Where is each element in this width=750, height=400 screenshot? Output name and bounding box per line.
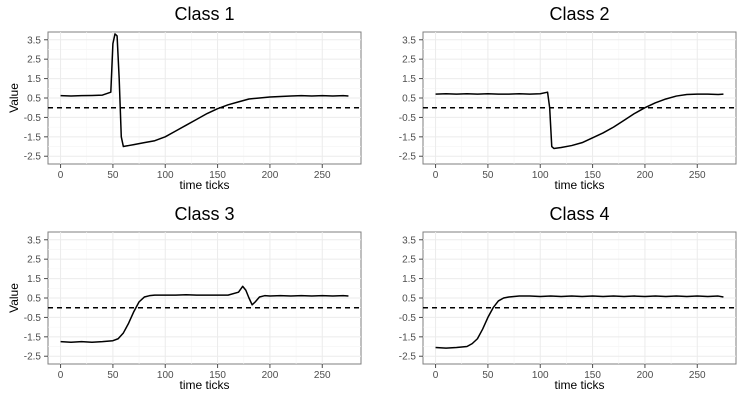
x-tick-label: 250 [314,170,331,181]
y-tick-label: 3.5 [27,235,41,246]
y-tick-label: -1.5 [399,332,417,343]
y-tick-label: 0.5 [27,294,41,305]
x-tick-label: 50 [482,170,494,181]
y-tick-label: 3.5 [27,35,41,46]
x-tick-label: 150 [209,370,226,381]
series-line [435,91,724,150]
x-tick-label: 250 [314,370,331,381]
panel-title: Class 2 [549,4,609,24]
x-tick-label: 200 [637,370,654,381]
y-tick-label: 2.5 [27,55,41,66]
panel-4: Class 4 0 50 100 150 200 250 3.5 2.5 1.5 0.5 -0.5 -1… [399,204,737,392]
y-tick-label: 2.5 [27,255,41,266]
y-tick-label: 2.5 [402,255,416,266]
x-axis-title: time ticks [179,178,229,192]
y-tick-label: -1.5 [24,332,42,343]
y-tick-label: -1.5 [399,132,417,143]
x-tick-label: 250 [689,370,706,381]
y-tick-label: 1.5 [27,274,41,285]
x-tick-label: 0 [433,370,439,381]
y-tick-label: -0.5 [399,113,417,124]
x-tick-label: 100 [532,370,549,381]
x-tick-label: 50 [482,370,494,381]
panel-2: Class 2 0 50 100 150 200 250 3.5 2.5 1.5 0.5 -0.5 -1… [399,4,737,192]
x-tick-label: 0 [58,170,64,181]
x-tick-label: 250 [689,170,706,181]
series-line [435,295,724,349]
x-tick-label: 50 [107,370,119,381]
y-tick-label: 1.5 [27,74,41,85]
x-tick-label: 150 [209,170,226,181]
x-tick-label: 200 [262,170,279,181]
y-tick-label: 2.5 [402,55,416,66]
x-axis-title: time ticks [554,178,604,192]
y-axis-title: Value [7,283,21,313]
series-line [60,33,349,148]
y-tick-label: -0.5 [24,313,42,324]
x-tick-label: 100 [532,170,549,181]
y-tick-label: -1.5 [24,132,42,143]
x-tick-label: 100 [157,170,174,181]
y-tick-label: 0.5 [402,294,416,305]
y-tick-label: 3.5 [402,35,416,46]
y-tick-label: -2.5 [399,152,417,163]
panel-title: Class 4 [549,204,609,224]
x-tick-label: 200 [262,370,279,381]
x-tick-label: 200 [637,170,654,181]
x-tick-label: 150 [584,170,601,181]
y-tick-label: -2.5 [399,352,417,363]
x-tick-label: 100 [157,370,174,381]
x-tick-label: 50 [107,170,119,181]
x-tick-label: 0 [433,170,439,181]
x-tick-label: 0 [58,370,64,381]
panel-title: Class 3 [174,204,234,224]
panel-1: Class 1 0 50 100 150 200 250 3.5 2.5 1.5 0.5 -0.5 -1… [7,4,362,192]
y-tick-label: 0.5 [402,94,416,105]
x-axis-title: time ticks [179,378,229,392]
panel-3: Class 3 0 50 100 150 200 250 3.5 2.5 1.5 0.5 -0.5 -1… [7,204,362,392]
series-line [60,285,349,344]
y-tick-label: -2.5 [24,352,42,363]
x-axis-title: time ticks [554,378,604,392]
y-tick-label: 0.5 [27,94,41,105]
y-tick-label: 1.5 [402,74,416,85]
x-tick-label: 150 [584,370,601,381]
y-tick-label: 1.5 [402,274,416,285]
y-tick-label: -0.5 [399,313,417,324]
y-tick-label: 3.5 [402,235,416,246]
y-tick-label: -0.5 [24,113,42,124]
panel-title: Class 1 [174,4,234,24]
y-axis-title: Value [7,83,21,113]
y-tick-label: -2.5 [24,152,42,163]
